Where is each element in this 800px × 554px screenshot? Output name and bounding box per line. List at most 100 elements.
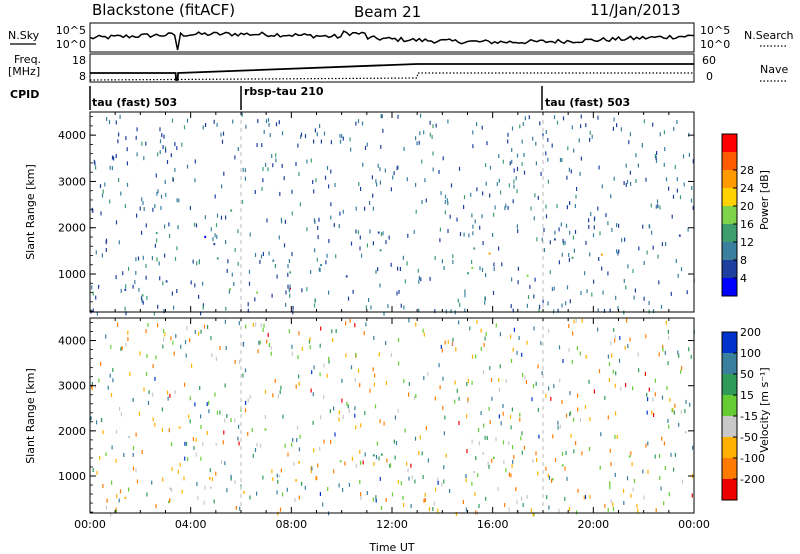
noise-cell xyxy=(550,396,552,401)
noise-cell xyxy=(275,158,277,163)
noise-cell xyxy=(487,461,489,466)
noise-cell xyxy=(105,238,108,243)
noise-cell xyxy=(445,453,447,458)
echo-cell xyxy=(628,455,631,458)
noise-cell xyxy=(284,219,286,224)
noise-cell xyxy=(611,227,613,232)
noise-cell xyxy=(366,142,368,147)
noise-cell xyxy=(174,390,176,395)
noise-cell xyxy=(200,311,202,316)
echo-cell xyxy=(289,287,291,290)
noise-cell xyxy=(397,165,399,170)
noise-cell xyxy=(390,353,392,357)
noise-cell xyxy=(179,462,181,467)
noise-cell xyxy=(330,215,332,220)
noise-cell xyxy=(672,407,674,412)
noise-cell xyxy=(655,508,657,513)
noise-cell xyxy=(588,379,590,384)
noise-cell xyxy=(91,381,93,386)
noise-cell xyxy=(579,171,581,176)
noise-cell xyxy=(319,372,321,377)
noise-cell xyxy=(438,363,440,368)
noise-cell xyxy=(359,246,361,251)
noise-cell xyxy=(145,275,147,280)
cpid-label: CPID xyxy=(10,88,39,101)
noise-cell xyxy=(233,282,235,286)
noise-cell xyxy=(397,408,399,413)
noise-cell xyxy=(141,141,143,146)
noise-cell xyxy=(609,481,611,486)
noise-cell xyxy=(568,348,570,353)
noise-cell xyxy=(449,488,451,493)
noise-cell xyxy=(402,495,404,500)
noise-cell xyxy=(396,166,398,171)
noise-cell xyxy=(260,254,263,259)
noise-cell xyxy=(328,356,330,361)
noise-cell xyxy=(662,347,664,352)
noise-cell xyxy=(152,207,154,212)
noise-cell xyxy=(505,379,507,384)
echo-cell xyxy=(216,257,219,260)
noise-cell xyxy=(486,141,488,146)
noise-cell xyxy=(216,122,218,127)
noise-cell xyxy=(185,441,188,446)
colorbar-swatch xyxy=(722,416,737,437)
noise-cell xyxy=(282,414,284,419)
noise-cell xyxy=(109,165,111,170)
noise-cell xyxy=(222,440,224,445)
noise-cell xyxy=(372,193,374,198)
noise-cell xyxy=(517,229,519,234)
noise-cell xyxy=(553,286,555,291)
noise-cell xyxy=(577,393,579,398)
noise-cell xyxy=(562,359,564,363)
noise-cell xyxy=(99,184,102,189)
noise-cell xyxy=(125,342,127,347)
noise-cell xyxy=(545,130,547,134)
echo-cell xyxy=(482,452,485,455)
noise-cell xyxy=(378,456,380,461)
nsky-right-tick-bottom: 10^0 xyxy=(700,38,730,51)
noise-cell xyxy=(279,390,281,395)
noise-cell xyxy=(186,164,189,169)
noise-cell xyxy=(294,498,296,502)
noise-cell xyxy=(508,440,510,445)
noise-cell xyxy=(333,223,335,228)
noise-cell xyxy=(511,148,513,152)
noise-cell xyxy=(105,248,107,252)
noise-cell xyxy=(196,261,198,266)
noise-cell xyxy=(102,430,104,435)
noise-cell xyxy=(485,163,487,168)
noise-cell xyxy=(442,405,444,410)
noise-cell xyxy=(380,506,383,510)
colorbar-swatch xyxy=(722,170,737,188)
noise-cell xyxy=(154,243,156,248)
noise-cell xyxy=(589,494,591,499)
noise-cell xyxy=(614,434,616,439)
noise-cell xyxy=(184,382,186,387)
noise-cell xyxy=(111,445,113,450)
noise-cell xyxy=(498,154,500,159)
noise-cell xyxy=(657,254,659,259)
noise-cell xyxy=(242,342,244,347)
noise-cell xyxy=(142,201,144,206)
noise-cell xyxy=(96,470,98,475)
noise-cell xyxy=(488,464,490,469)
noise-cell xyxy=(471,259,473,264)
noise-cell xyxy=(203,500,205,505)
noise-cell xyxy=(511,126,514,131)
noise-cell xyxy=(385,341,387,345)
x-tick-label: 04:00 xyxy=(175,518,207,531)
noise-cell xyxy=(324,175,327,180)
noise-cell xyxy=(630,451,632,456)
noise-cell xyxy=(141,197,143,202)
noise-cell xyxy=(334,183,336,187)
noise-cell xyxy=(434,396,436,401)
noise-cell xyxy=(168,222,170,227)
noise-cell xyxy=(297,143,299,148)
noise-cell xyxy=(609,308,611,313)
noise-cell xyxy=(361,253,363,258)
noise-cell xyxy=(377,267,379,272)
noise-cell xyxy=(164,224,166,229)
noise-cell xyxy=(189,419,191,424)
power-axes: 1000 2000 3000 4000 xyxy=(58,112,695,312)
